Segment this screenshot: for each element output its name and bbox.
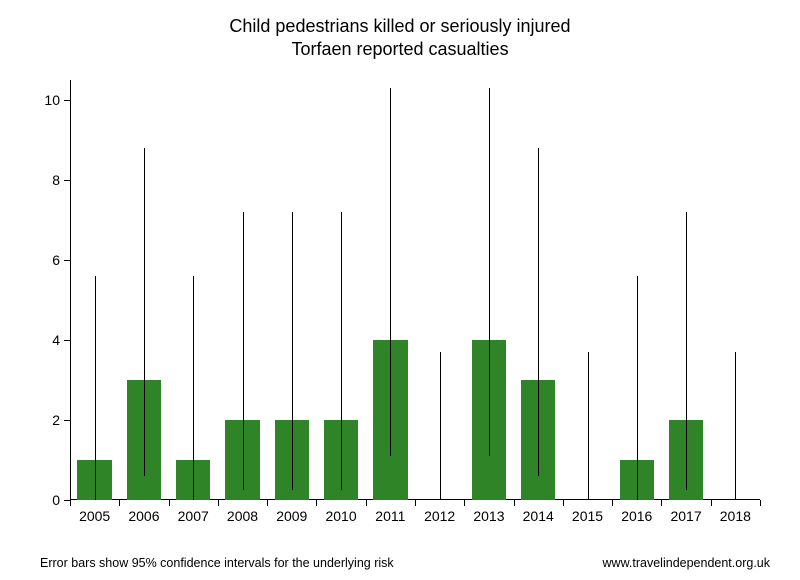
x-tick [464,500,465,506]
x-tick-label: 2005 [79,508,110,524]
x-tick-label: 2013 [473,508,504,524]
x-tick-label: 2016 [621,508,652,524]
y-axis [70,80,71,500]
y-tick [64,420,70,421]
x-tick [218,500,219,506]
x-tick [415,500,416,506]
x-tick-label: 2018 [720,508,751,524]
x-tick [366,500,367,506]
y-tick-label: 6 [52,252,60,268]
title-line-2: Torfaen reported casualties [0,38,800,61]
y-tick-label: 2 [52,412,60,428]
y-tick-label: 8 [52,172,60,188]
chart-footer: Error bars show 95% confidence intervals… [40,556,770,570]
y-tick-label: 0 [52,492,60,508]
x-tick-label: 2015 [572,508,603,524]
plot-area: 0246810200520062007200820092010201120122… [70,80,760,500]
y-tick-label: 4 [52,332,60,348]
error-bar [144,148,145,476]
chart-container: Child pedestrians killed or seriously in… [0,0,800,580]
error-bar [588,352,589,500]
error-bar [341,212,342,490]
x-tick-label: 2007 [178,508,209,524]
x-tick-label: 2017 [670,508,701,524]
footer-url: www.travelindependent.org.uk [603,556,770,570]
error-bar [390,88,391,456]
y-tick [64,100,70,101]
x-tick-label: 2011 [375,508,405,524]
error-bar [637,276,638,500]
x-tick [661,500,662,506]
x-tick [267,500,268,506]
x-tick-label: 2014 [523,508,554,524]
title-line-1: Child pedestrians killed or seriously in… [0,15,800,38]
error-bar [686,212,687,490]
x-tick-label: 2012 [424,508,455,524]
x-tick-label: 2008 [227,508,258,524]
x-tick [316,500,317,506]
y-tick [64,260,70,261]
error-bar [292,212,293,490]
error-bar [489,88,490,456]
x-tick-label: 2009 [276,508,307,524]
x-tick-label: 2006 [128,508,159,524]
x-tick [760,500,761,506]
error-bar [440,352,441,500]
y-tick [64,180,70,181]
error-bar [538,148,539,476]
y-tick-label: 10 [44,92,60,108]
x-tick-label: 2010 [325,508,356,524]
footer-note: Error bars show 95% confidence intervals… [40,556,394,570]
x-tick [612,500,613,506]
x-tick [119,500,120,506]
chart-title: Child pedestrians killed or seriously in… [0,15,800,62]
x-tick [169,500,170,506]
x-tick [711,500,712,506]
y-tick [64,340,70,341]
error-bar [735,352,736,500]
error-bar [95,276,96,500]
error-bar [193,276,194,500]
x-tick [70,500,71,506]
x-tick [563,500,564,506]
x-tick [514,500,515,506]
error-bar [243,212,244,490]
